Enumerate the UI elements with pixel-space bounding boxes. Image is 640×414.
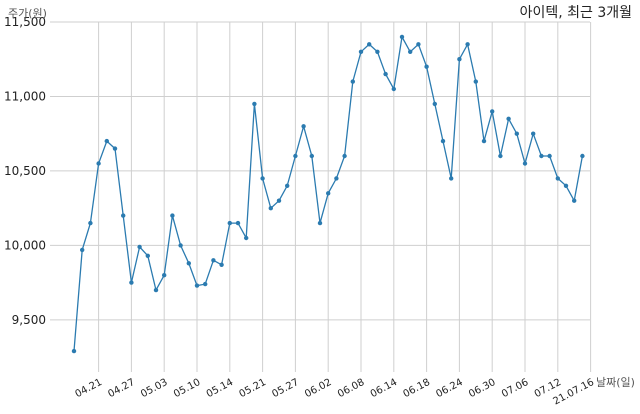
data-point bbox=[481, 138, 487, 144]
x-tick-label: 06.08 bbox=[336, 377, 366, 400]
data-point bbox=[112, 146, 118, 151]
data-point bbox=[145, 253, 150, 258]
data-point bbox=[153, 287, 159, 293]
x-tick-label: 04.27 bbox=[106, 377, 136, 400]
data-point bbox=[162, 273, 167, 278]
data-point bbox=[399, 34, 405, 40]
price-series-points bbox=[71, 34, 585, 354]
x-tick-label: 06.14 bbox=[369, 377, 399, 400]
data-point bbox=[88, 220, 93, 226]
x-tick-labels: 04.21 04.27 05.03 05.10 05.14 05.21 05.27 06.02… bbox=[74, 377, 596, 408]
x-tick-label: 05.14 bbox=[205, 377, 235, 400]
data-point bbox=[440, 138, 446, 144]
y-tick-label: 10,500 bbox=[4, 164, 46, 178]
data-point bbox=[367, 42, 372, 47]
data-point bbox=[473, 79, 478, 84]
data-point bbox=[219, 262, 224, 267]
data-point bbox=[383, 71, 388, 77]
data-point bbox=[309, 153, 314, 159]
chart-title: 아이텍, 최근 3개월 bbox=[520, 5, 632, 21]
x-tick-label: 06.02 bbox=[303, 377, 333, 400]
x-tick-label: 06.30 bbox=[467, 377, 497, 400]
data-point bbox=[301, 124, 306, 129]
data-point bbox=[408, 49, 413, 54]
y-tick-label: 11,500 bbox=[4, 15, 46, 29]
data-point bbox=[432, 101, 437, 107]
y-tick-label: 9,500 bbox=[12, 313, 46, 327]
data-point bbox=[293, 153, 298, 159]
y-tick-labels: 9,500 10,000 10,500 11,000 11,500 bbox=[4, 15, 46, 327]
x-tick-label: 04.21 bbox=[74, 377, 104, 400]
data-point bbox=[424, 64, 429, 69]
data-point bbox=[555, 176, 560, 181]
data-point bbox=[580, 153, 585, 159]
data-point bbox=[416, 42, 421, 47]
data-point bbox=[227, 220, 232, 226]
data-point bbox=[71, 348, 77, 354]
data-point bbox=[391, 86, 396, 92]
data-point bbox=[178, 243, 183, 248]
data-point bbox=[490, 109, 495, 114]
data-point bbox=[268, 206, 273, 211]
data-point bbox=[457, 57, 462, 62]
data-point bbox=[547, 153, 552, 159]
data-point bbox=[121, 213, 126, 218]
x-tick-label: 05.27 bbox=[270, 377, 300, 400]
data-point bbox=[203, 281, 208, 287]
data-point bbox=[498, 153, 503, 159]
data-point bbox=[465, 42, 470, 47]
data-point bbox=[194, 283, 200, 288]
x-axis-label: 날짜(일) bbox=[596, 375, 635, 389]
data-point bbox=[285, 183, 290, 188]
x-tick-label: 07.06 bbox=[500, 377, 530, 400]
x-tick-label: 06.18 bbox=[402, 377, 432, 400]
data-point bbox=[186, 261, 191, 266]
x-tick-label: 05.10 bbox=[172, 377, 202, 400]
data-point bbox=[276, 198, 282, 203]
data-point bbox=[104, 138, 110, 144]
data-point bbox=[252, 101, 257, 107]
y-axis-label: 주가(원) bbox=[8, 7, 47, 20]
data-point bbox=[235, 220, 241, 226]
data-point bbox=[170, 213, 175, 218]
x-tick-label: 05.03 bbox=[139, 377, 169, 400]
y-tick-label: 10,000 bbox=[4, 238, 46, 252]
data-point bbox=[334, 176, 339, 181]
data-point bbox=[350, 79, 355, 84]
data-point bbox=[137, 244, 142, 250]
data-point bbox=[96, 161, 101, 166]
data-point bbox=[563, 183, 569, 188]
x-tick-label: 05.21 bbox=[238, 377, 268, 400]
data-point bbox=[80, 247, 85, 253]
data-point bbox=[358, 49, 364, 54]
data-point bbox=[244, 235, 249, 241]
data-point bbox=[211, 258, 216, 263]
data-point bbox=[260, 176, 265, 181]
x-gridlines bbox=[98, 22, 592, 372]
data-point bbox=[449, 176, 454, 181]
data-point bbox=[539, 153, 544, 159]
y-tick-label: 11,000 bbox=[4, 89, 46, 103]
data-point bbox=[506, 116, 511, 122]
data-point bbox=[129, 280, 134, 285]
data-point bbox=[522, 161, 528, 166]
data-point bbox=[572, 198, 577, 203]
data-point bbox=[531, 131, 536, 136]
data-point bbox=[342, 153, 347, 159]
data-point bbox=[317, 220, 323, 226]
data-point bbox=[375, 49, 380, 54]
x-tick-label: 06.24 bbox=[434, 377, 464, 400]
data-point bbox=[514, 131, 519, 136]
data-point bbox=[326, 191, 331, 196]
